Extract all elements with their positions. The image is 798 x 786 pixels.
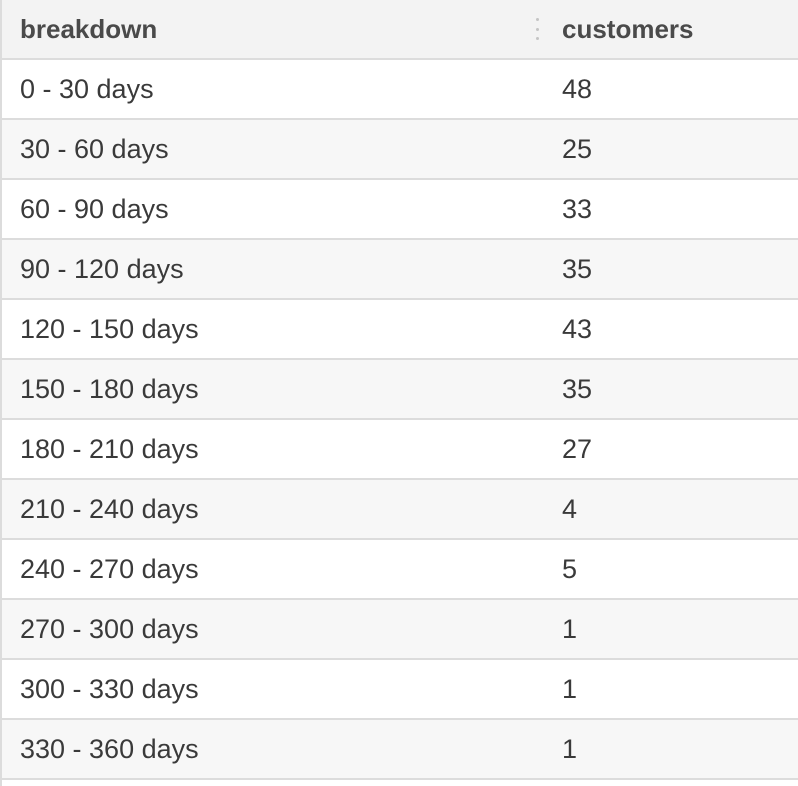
cell-breakdown[interactable]: 0 - 30 days xyxy=(20,73,154,104)
cell-breakdown[interactable]: 300 - 330 days xyxy=(20,673,199,704)
table-row[interactable]: 270 - 300 days 1 xyxy=(2,600,798,660)
table-row[interactable]: 120 - 150 days 43 xyxy=(2,300,798,360)
column-header-label: customers xyxy=(562,13,694,44)
table-row[interactable]: 30 - 60 days 25 xyxy=(2,120,798,180)
cell-breakdown[interactable]: 180 - 210 days xyxy=(20,433,199,464)
table-row[interactable]: 330 - 360 days 1 xyxy=(2,720,798,780)
cell-breakdown[interactable]: 30 - 60 days xyxy=(20,133,169,164)
cell-customers[interactable]: 48 xyxy=(562,73,593,104)
cell-breakdown[interactable]: 120 - 150 days xyxy=(20,313,199,344)
table-row[interactable]: 210 - 240 days 4 xyxy=(2,480,798,540)
column-header-label: breakdown xyxy=(20,13,158,44)
table-row[interactable]: 180 - 210 days 27 xyxy=(2,420,798,480)
cell-customers[interactable]: 43 xyxy=(562,313,593,344)
cell-customers[interactable]: 35 xyxy=(562,253,593,284)
table-row[interactable]: 90 - 120 days 35 xyxy=(2,240,798,300)
cell-customers[interactable]: 25 xyxy=(562,133,593,164)
table-row[interactable]: 60 - 90 days 33 xyxy=(2,180,798,240)
cell-customers[interactable]: 35 xyxy=(562,373,593,404)
cell-customers[interactable]: 27 xyxy=(562,433,593,464)
column-header-customers[interactable]: customers xyxy=(562,14,798,45)
table-body: 0 - 30 days 48 30 - 60 days 25 60 - 90 days 3… xyxy=(2,60,798,780)
cell-breakdown[interactable]: 90 - 120 days xyxy=(20,253,184,284)
cell-breakdown[interactable]: 210 - 240 days xyxy=(20,493,199,524)
table-row[interactable]: 300 - 330 days 1 xyxy=(2,660,798,720)
column-resize-handle-icon[interactable] xyxy=(536,18,540,40)
table-header: breakdown customers xyxy=(2,0,798,60)
cell-customers[interactable]: 5 xyxy=(562,553,578,584)
cell-breakdown[interactable]: 150 - 180 days xyxy=(20,373,199,404)
cell-customers[interactable]: 1 xyxy=(562,613,578,644)
cell-customers[interactable]: 33 xyxy=(562,193,593,224)
cell-breakdown[interactable]: 240 - 270 days xyxy=(20,553,199,584)
cell-breakdown[interactable]: 270 - 300 days xyxy=(20,613,199,644)
cell-breakdown[interactable]: 330 - 360 days xyxy=(20,733,199,764)
column-header-breakdown[interactable]: breakdown xyxy=(2,14,562,45)
cell-customers[interactable]: 1 xyxy=(562,673,578,704)
table-row[interactable]: 0 - 30 days 48 xyxy=(2,60,798,120)
cell-customers[interactable]: 1 xyxy=(562,733,578,764)
cell-customers[interactable]: 4 xyxy=(562,493,578,524)
table-row[interactable]: 150 - 180 days 35 xyxy=(2,360,798,420)
cell-breakdown[interactable]: 60 - 90 days xyxy=(20,193,169,224)
table-row[interactable]: 240 - 270 days 5 xyxy=(2,540,798,600)
